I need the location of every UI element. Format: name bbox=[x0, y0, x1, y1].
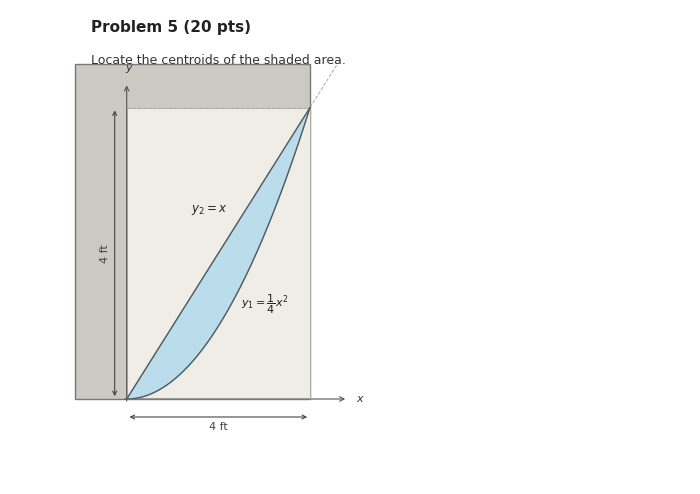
Text: 4 ft: 4 ft bbox=[209, 422, 228, 432]
Polygon shape bbox=[127, 108, 310, 399]
Text: 4 ft: 4 ft bbox=[99, 244, 110, 263]
Bar bbox=[75, 64, 310, 399]
Text: $x$: $x$ bbox=[356, 394, 365, 404]
Bar bbox=[127, 108, 310, 399]
Text: Problem 5 (20 pts): Problem 5 (20 pts) bbox=[91, 20, 251, 35]
Text: Locate the centroids of the shaded area.: Locate the centroids of the shaded area. bbox=[91, 54, 346, 67]
Text: $y_1 = \dfrac{1}{4}x^2$: $y_1 = \dfrac{1}{4}x^2$ bbox=[241, 292, 288, 316]
Text: $y_2 = x$: $y_2 = x$ bbox=[191, 203, 228, 216]
Text: $y$: $y$ bbox=[125, 63, 134, 75]
